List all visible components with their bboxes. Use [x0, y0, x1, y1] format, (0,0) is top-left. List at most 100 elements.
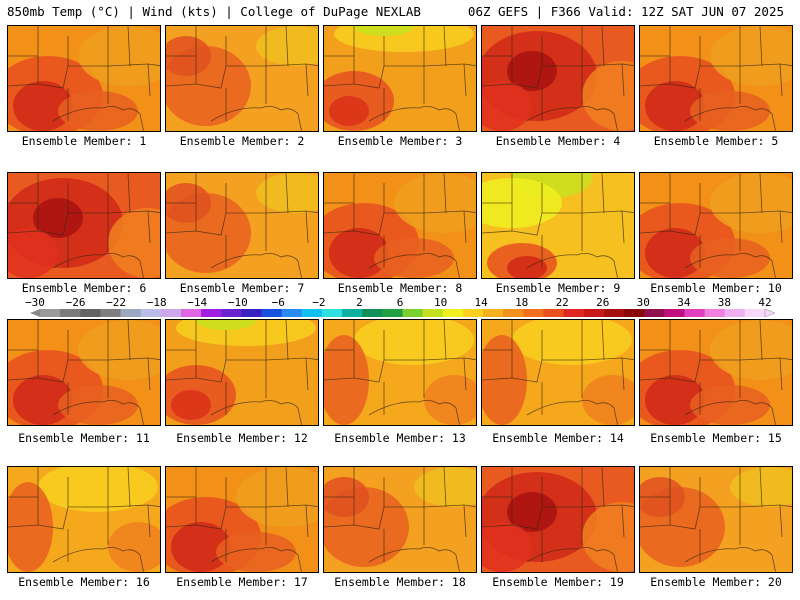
colorbar-tick-label: 30	[637, 296, 650, 309]
ensemble-map-panel	[7, 25, 161, 132]
colorbar-tick-label: 10	[434, 296, 447, 309]
colorbar-swatch	[100, 309, 122, 317]
colorbar-swatch	[60, 309, 81, 317]
colorbar-left-arrow	[30, 309, 40, 317]
colorbar-tick-label: −30	[25, 296, 45, 309]
colorbar-swatch	[744, 309, 766, 317]
temperature-map	[640, 26, 792, 131]
colorbar-tick-label: −18	[147, 296, 167, 309]
ensemble-member-label: Ensemble Member: 3	[337, 134, 463, 148]
temperature-map	[482, 467, 634, 572]
colorbar-tick-label: −2	[312, 296, 325, 309]
colorbar-swatch	[80, 309, 101, 317]
colorbar-swatch	[624, 309, 645, 317]
colorbar-swatch	[462, 309, 484, 317]
temperature-map	[324, 26, 476, 131]
colorbar-right-arrow	[764, 308, 776, 318]
temperature-map	[482, 26, 634, 131]
colorbar-swatch	[120, 309, 142, 317]
ensemble-map-panel	[481, 25, 635, 132]
colorbar-swatch	[140, 309, 162, 317]
colorbar-swatch	[261, 309, 283, 317]
temperature-map	[8, 320, 160, 425]
temperature-map	[640, 173, 792, 278]
ensemble-map-panel	[165, 319, 319, 426]
colorbar-tick-label: 38	[718, 296, 731, 309]
temperature-map	[166, 467, 318, 572]
ensemble-map-panel	[323, 25, 477, 132]
colorbar-swatch	[342, 309, 363, 317]
chart-title: 850mb Temp (°C) | Wind (kts) | College o…	[7, 4, 421, 19]
ensemble-member-label: Ensemble Member: 7	[179, 281, 305, 295]
ensemble-member-label: Ensemble Member: 13	[334, 431, 466, 445]
colorbar-swatch	[543, 309, 565, 317]
colorbar-swatch	[644, 309, 665, 317]
temperature-map	[640, 320, 792, 425]
ensemble-map-panel	[639, 319, 793, 426]
temperature-map	[640, 467, 792, 572]
colorbar-tick-label: 26	[596, 296, 609, 309]
ensemble-map-panel	[481, 466, 635, 573]
colorbar-swatch	[321, 309, 343, 317]
colorbar-swatch	[704, 309, 726, 317]
colorbar-swatch	[160, 309, 182, 317]
colorbar-tick-label: −10	[228, 296, 248, 309]
temperature-map	[482, 320, 634, 425]
colorbar-swatch	[40, 309, 61, 317]
ensemble-member-label: Ensemble Member: 20	[650, 575, 782, 589]
colorbar-tick-label: −26	[66, 296, 86, 309]
ensemble-member-label: Ensemble Member: 14	[492, 431, 624, 445]
temperature-map	[8, 173, 160, 278]
colorbar-tick-label: −22	[106, 296, 126, 309]
ensemble-member-label: Ensemble Member: 12	[176, 431, 308, 445]
ensemble-member-label: Ensemble Member: 19	[492, 575, 624, 589]
ensemble-map-panel	[165, 25, 319, 132]
colorbar-swatch	[523, 309, 544, 317]
temperature-map	[166, 320, 318, 425]
colorbar-swatch	[362, 309, 383, 317]
ensemble-member-label: Ensemble Member: 15	[650, 431, 782, 445]
temperature-map	[482, 173, 634, 278]
ensemble-member-label: Ensemble Member: 4	[495, 134, 621, 148]
colorbar-swatch	[422, 309, 444, 317]
ensemble-member-label: Ensemble Member: 5	[653, 134, 779, 148]
ensemble-member-label: Ensemble Member: 1	[21, 134, 147, 148]
colorbar-swatch	[180, 309, 202, 317]
colorbar-swatch	[221, 309, 242, 317]
temperature-map	[8, 26, 160, 131]
temperature-map	[166, 173, 318, 278]
ensemble-map-panel	[7, 319, 161, 426]
ensemble-map-panel	[323, 319, 477, 426]
ensemble-member-label: Ensemble Member: 11	[18, 431, 150, 445]
colorbar-swatch	[563, 309, 585, 317]
colorbar-swatch	[281, 309, 303, 317]
colorbar-tick-label: −6	[272, 296, 285, 309]
colorbar-swatch	[201, 309, 222, 317]
ensemble-map-panel	[323, 172, 477, 279]
colorbar-swatch	[664, 309, 685, 317]
ensemble-map-panel	[7, 466, 161, 573]
ensemble-member-label: Ensemble Member: 9	[495, 281, 621, 295]
ensemble-map-panel	[7, 172, 161, 279]
valid-time-label: 06Z GEFS | F366 Valid: 12Z SAT JUN 07 20…	[467, 4, 784, 19]
ensemble-map-panel	[481, 172, 635, 279]
colorbar-swatch	[483, 309, 504, 317]
ensemble-map-panel	[639, 172, 793, 279]
colorbar-tick-label: 14	[474, 296, 488, 309]
ensemble-member-label: Ensemble Member: 16	[18, 575, 150, 589]
temperature-map	[324, 320, 476, 425]
temperature-map	[324, 173, 476, 278]
ensemble-map-panel	[165, 466, 319, 573]
colorbar-swatch	[583, 309, 605, 317]
colorbar-tick-label: 22	[556, 296, 569, 309]
ensemble-member-label: Ensemble Member: 8	[337, 281, 463, 295]
colorbar-swatch	[724, 309, 746, 317]
ensemble-map-panel	[639, 466, 793, 573]
colorbar-tick-label: 34	[677, 296, 691, 309]
colorbar-swatch	[503, 309, 524, 317]
colorbar-tick-label: 42	[758, 296, 771, 309]
colorbar-swatch	[241, 309, 263, 317]
temperature-map	[8, 467, 160, 572]
colorbar-swatch	[402, 309, 424, 317]
colorbar-swatch	[382, 309, 403, 317]
